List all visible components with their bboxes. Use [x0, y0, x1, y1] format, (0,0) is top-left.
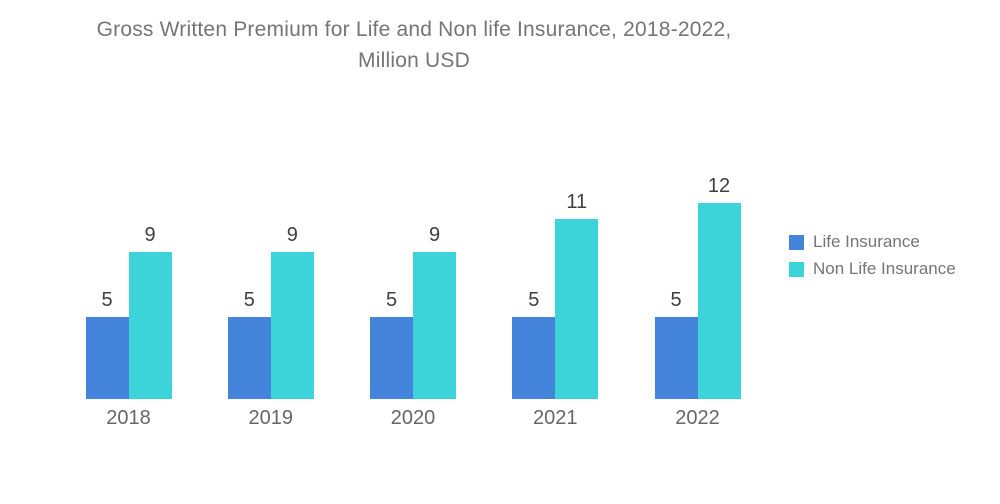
- bar-non-life-insurance-2020: [413, 252, 456, 399]
- x-axis-label-2018: 2018: [106, 407, 151, 429]
- chart-title-line-1: Gross Written Premium for Life and Non l…: [96, 18, 732, 41]
- legend: Life Insurance Non Life Insurance: [789, 232, 956, 286]
- bar-value-label-life-insurance-2021: 5: [528, 289, 540, 312]
- bar-non-life-insurance-2019: [270, 252, 314, 399]
- bar-value-label-life-insurance-2020: 5: [385, 289, 398, 312]
- x-axis-label-2020: 2020: [390, 407, 436, 429]
- bar-non-life-insurance-2022: [697, 203, 741, 399]
- plot-area: 5 9 2018 5 9 2019 5 9 2020 5 11 2021 5 12 2022: [85, 175, 741, 429]
- legend-label-life-insurance: Life Insurance: [813, 232, 920, 251]
- x-axis-label-2021: 2021: [533, 407, 578, 429]
- chart-title: Gross Written Premium for Life and Non l…: [0, 14, 828, 76]
- bar-value-label-non-life-insurance-2019: 9: [286, 224, 298, 247]
- bar-value-label-life-insurance-2022: 5: [670, 289, 682, 312]
- bar-life-insurance-2022: [654, 317, 698, 399]
- bar-life-insurance-2020: [370, 317, 413, 399]
- bar-life-insurance-2019: [227, 317, 271, 399]
- bar-value-label-life-insurance-2019: 5: [243, 289, 255, 312]
- legend-item-life-insurance: Life Insurance: [789, 232, 956, 252]
- bar-value-label-non-life-insurance-2022: 12: [707, 175, 731, 198]
- bar-value-label-life-insurance-2018: 5: [101, 289, 113, 312]
- x-axis-label-2022: 2022: [675, 407, 720, 429]
- legend-swatch-life-insurance: [789, 234, 804, 250]
- legend-item-non-life-insurance: Non Life Insurance: [789, 259, 956, 279]
- chart-title-line-2: Million USD: [358, 49, 470, 72]
- bar-value-label-non-life-insurance-2021: 11: [566, 191, 588, 214]
- bar-value-label-non-life-insurance-2020: 9: [428, 224, 441, 247]
- legend-label-non-life-insurance: Non Life Insurance: [813, 259, 956, 278]
- legend-swatch-non-life-insurance: [789, 261, 804, 277]
- bar-life-insurance-2018: [85, 317, 129, 399]
- bar-value-label-non-life-insurance-2018: 9: [144, 224, 156, 247]
- bar-non-life-insurance-2018: [128, 252, 172, 399]
- bar-non-life-insurance-2021: [555, 219, 599, 399]
- bar-life-insurance-2021: [512, 317, 556, 399]
- x-axis-label-2019: 2019: [248, 407, 294, 429]
